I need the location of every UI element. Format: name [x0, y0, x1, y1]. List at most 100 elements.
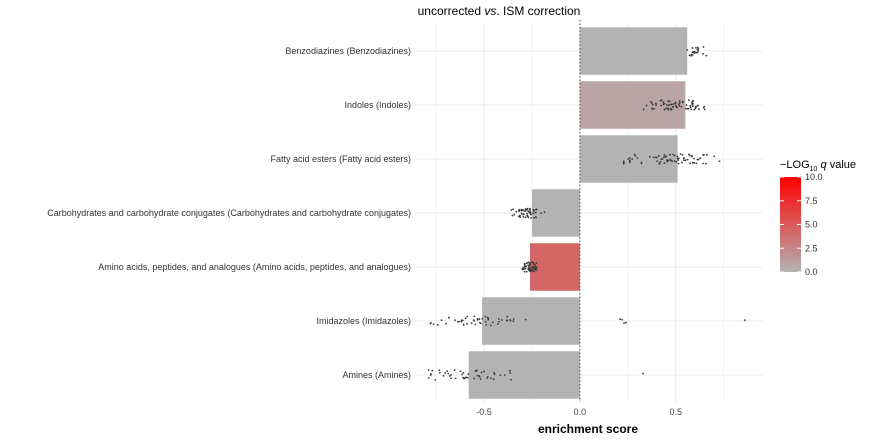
data-point: [743, 319, 746, 321]
data-point: [527, 264, 530, 267]
data-point: [527, 267, 530, 270]
x-tick-labels: -0.5 0.0 0.5: [476, 407, 682, 417]
data-point: [531, 261, 533, 264]
legend-tick-label: 7.5: [805, 196, 818, 206]
data-point: [690, 55, 693, 57]
data-point: [670, 108, 673, 111]
x-tick-label: -0.5: [476, 407, 492, 417]
data-point: [678, 104, 681, 107]
data-point: [509, 372, 512, 374]
data-point: [534, 211, 537, 214]
data-point: [525, 270, 528, 273]
data-point: [523, 266, 525, 269]
data-point: [450, 377, 452, 380]
data-point: [476, 374, 479, 377]
data-point: [478, 321, 481, 324]
data-point: [522, 213, 525, 216]
data-point: [705, 54, 708, 57]
data-point: [636, 157, 639, 160]
data-point: [681, 101, 684, 104]
data-point: [522, 268, 525, 271]
data-point: [660, 99, 663, 101]
data-point: [686, 48, 689, 51]
data-point: [529, 213, 532, 216]
data-point: [481, 317, 484, 320]
data-point: [512, 208, 515, 211]
data-point: [444, 372, 447, 374]
data-point: [663, 162, 666, 164]
data-point: [440, 319, 443, 322]
data-point: [476, 369, 478, 372]
data-point: [497, 323, 499, 325]
data-point: [483, 370, 485, 373]
data-point: [702, 106, 705, 109]
data-point: [476, 317, 479, 320]
data-point: [492, 378, 495, 381]
data-point: [657, 155, 660, 157]
data-point: [535, 266, 538, 268]
data-point: [676, 155, 679, 158]
legend-tick-label: 10.0: [805, 172, 823, 182]
data-point: [534, 264, 537, 266]
bars-layer: [468, 27, 688, 399]
data-point: [532, 262, 535, 265]
data-point: [526, 208, 529, 210]
data-point: [467, 373, 470, 375]
data-point: [676, 106, 678, 109]
data-point: [693, 51, 696, 54]
data-point: [485, 323, 488, 326]
data-point: [466, 315, 469, 318]
data-point: [675, 161, 678, 163]
data-point: [528, 268, 531, 271]
data-point: [447, 372, 450, 375]
data-point: [524, 265, 527, 268]
data-point: [480, 371, 483, 374]
data-point: [688, 153, 690, 156]
data-point: [465, 376, 468, 379]
x-tick-label: 0.0: [574, 407, 587, 417]
data-point: [651, 103, 654, 106]
data-point: [698, 108, 700, 111]
data-point: [479, 378, 482, 380]
data-point: [634, 155, 637, 157]
data-point: [484, 320, 487, 323]
data-point: [669, 153, 671, 156]
data-point: [462, 324, 465, 326]
data-point: [687, 107, 690, 110]
data-point: [526, 214, 529, 217]
data-point: [454, 377, 457, 380]
data-point: [543, 211, 546, 214]
data-point: [529, 207, 531, 210]
data-point: [669, 107, 672, 110]
category-label: Amines (Amines): [342, 370, 411, 380]
data-point: [499, 374, 502, 377]
bar: [468, 351, 580, 399]
data-point: [512, 318, 515, 320]
data-point: [695, 162, 698, 165]
data-point: [697, 104, 699, 107]
data-point: [478, 375, 481, 378]
data-point: [533, 216, 535, 219]
data-point: [655, 104, 657, 106]
data-point: [493, 373, 496, 376]
data-point: [432, 323, 435, 326]
data-point: [667, 104, 670, 107]
data-point: [650, 102, 653, 105]
data-point: [703, 108, 706, 111]
data-point: [682, 157, 685, 160]
legend-title: −LOG10 q value: [780, 159, 856, 173]
data-point: [520, 208, 523, 211]
data-point: [689, 106, 692, 109]
data-point: [696, 46, 699, 49]
data-point: [503, 374, 506, 376]
chart-title: uncorrected vs. ISM correction: [418, 4, 581, 18]
data-point: [450, 374, 452, 376]
data-point: [685, 104, 688, 106]
data-point: [531, 270, 534, 272]
data-point: [487, 318, 490, 321]
data-point: [678, 101, 681, 104]
data-point: [525, 208, 527, 211]
data-point: [486, 316, 489, 319]
data-point: [667, 100, 670, 103]
data-point: [692, 102, 694, 105]
